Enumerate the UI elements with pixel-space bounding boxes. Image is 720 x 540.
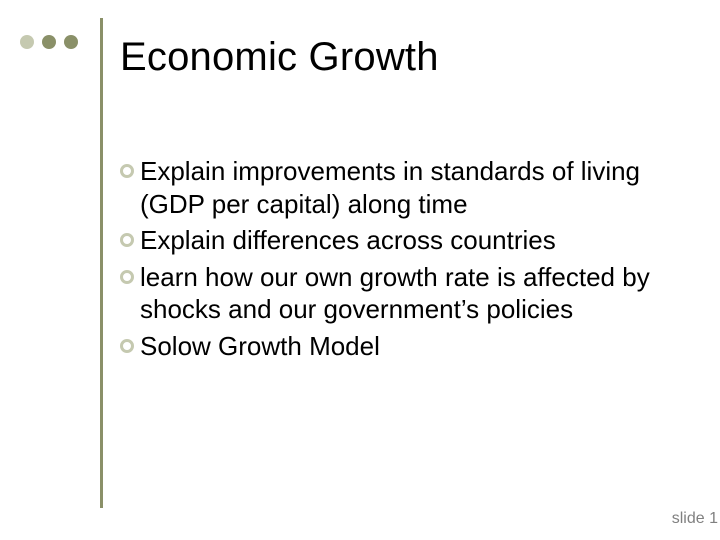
slide-number: slide 1 <box>672 510 718 528</box>
list-item: learn how our own growth rate is affecte… <box>120 261 680 326</box>
dot-icon <box>64 35 78 49</box>
bullet-text: Explain improvements in standards of liv… <box>140 155 680 220</box>
bullet-text: Solow Growth Model <box>140 330 380 363</box>
list-item: Explain improvements in standards of liv… <box>120 155 680 220</box>
dot-icon <box>42 35 56 49</box>
bullet-list: Explain improvements in standards of liv… <box>120 155 680 366</box>
bullet-icon <box>120 270 134 284</box>
bullet-text: learn how our own growth rate is affecte… <box>140 261 680 326</box>
decor-dots <box>20 35 78 49</box>
bullet-text: Explain differences across countries <box>140 224 556 257</box>
bullet-icon <box>120 233 134 247</box>
list-item: Solow Growth Model <box>120 330 680 363</box>
list-item: Explain differences across countries <box>120 224 680 257</box>
vertical-divider <box>100 18 103 508</box>
slide: Economic Growth Explain improvements in … <box>0 0 720 540</box>
bullet-icon <box>120 164 134 178</box>
bullet-icon <box>120 339 134 353</box>
slide-title: Economic Growth <box>120 35 439 80</box>
dot-icon <box>20 35 34 49</box>
